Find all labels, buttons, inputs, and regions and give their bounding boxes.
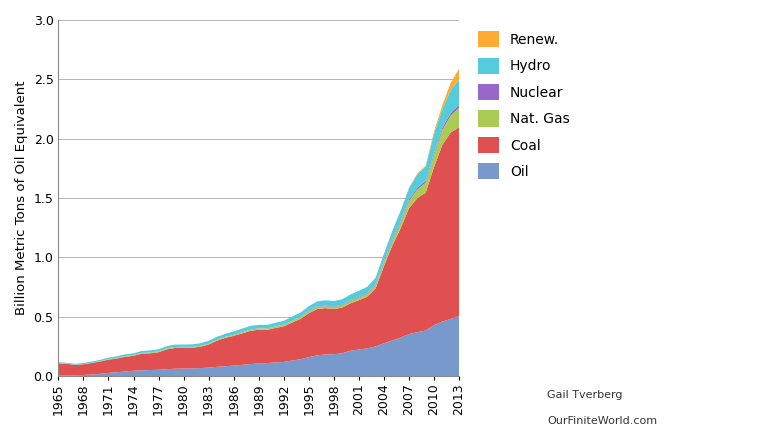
Text: Gail Tverberg: Gail Tverberg xyxy=(547,390,622,400)
Y-axis label: Billion Metric Tons of Oil Equivalent: Billion Metric Tons of Oil Equivalent xyxy=(15,81,28,315)
Text: OurFiniteWorld.com: OurFiniteWorld.com xyxy=(547,416,657,426)
Legend: Renew., Hydro, Nuclear, Nat. Gas, Coal, Oil: Renew., Hydro, Nuclear, Nat. Gas, Coal, … xyxy=(474,27,574,184)
